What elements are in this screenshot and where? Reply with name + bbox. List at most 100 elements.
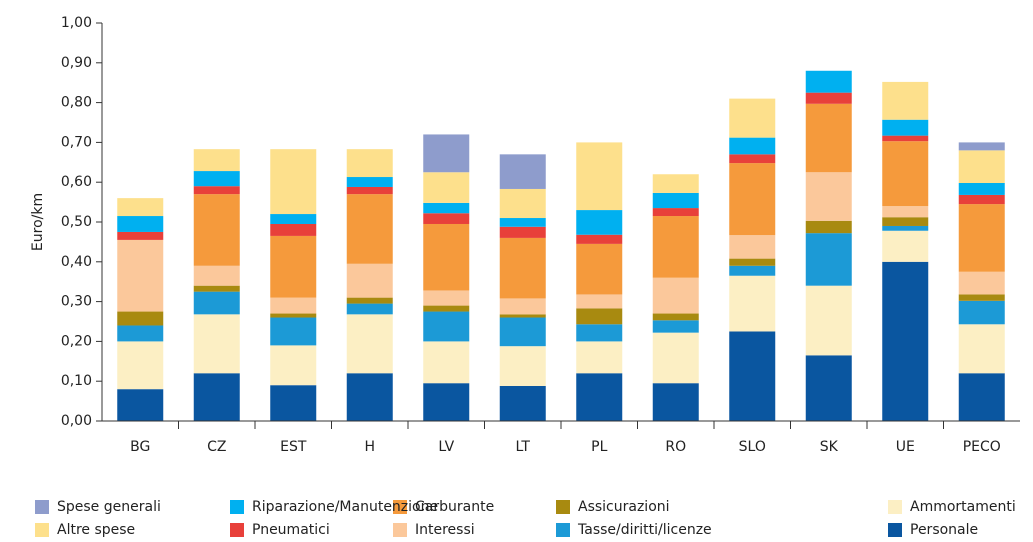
bar-segment [346,177,393,187]
legend-label: Pneumatici [252,522,330,538]
bar-segment [423,134,470,173]
x-tick-label: EST [280,439,307,455]
bar-segment [270,223,317,236]
bar-segment [882,225,929,231]
y-tick-label: 0,40 [61,254,92,270]
legend-label: Tasse/diritti/licenze [577,522,712,538]
bar-segment [958,271,1005,295]
bar-segment [958,142,1005,151]
bar-segment [499,188,546,219]
bar-segment [805,70,852,93]
bar-segment [805,285,852,356]
y-axis-label: Euro/km [30,193,46,251]
bar-segment [346,314,393,374]
y-tick-label: 0,80 [61,95,92,111]
bar-segment [958,204,1005,272]
bar-segment [423,290,470,306]
bar-segment [423,172,470,203]
x-tick-label: PECO [963,439,1001,455]
bar-segment [193,149,240,172]
bar-segment [499,218,546,227]
bar-segment [193,373,240,421]
bar-segment [423,383,470,421]
bar-segment [882,119,929,136]
x-tick-label: LT [516,439,531,455]
bar-segment [270,385,317,421]
y-tick-label: 0,30 [61,294,92,310]
bar-segment [346,373,393,421]
bar-segment [652,320,699,333]
bar-segment [576,324,623,342]
bar-segment [576,308,623,325]
bar-segment [958,300,1005,325]
bar-segment [576,210,623,235]
bar-segment [958,324,1005,374]
bar-segment [117,239,164,312]
bar-segment [882,261,929,421]
legend-swatch [393,523,407,537]
y-tick-label: 0,50 [61,214,92,230]
bar-segment [499,237,546,299]
bar-segment [576,341,623,374]
legend-label: Personale [910,522,978,538]
bar-segment [882,81,929,120]
bar-segment [652,208,699,217]
bar-segment [576,142,623,211]
bar-segment [499,385,546,421]
legend-label: Altre spese [57,522,135,538]
bar-segment [958,182,1005,195]
bar-segment [117,341,164,390]
legend-swatch [888,500,902,514]
bar-segment [499,346,546,386]
bar-segment [882,141,929,207]
bar-segment [346,297,393,304]
bar-segment [729,154,776,164]
bar-segment [882,230,929,262]
bar-segment [346,263,393,298]
legend-swatch [35,523,49,537]
legend-swatch [556,523,570,537]
bar-segment [193,265,240,286]
bar-segment [652,277,699,314]
bar-segment [805,103,852,173]
bar-segment [117,389,164,421]
y-tick-label: 0,90 [61,55,92,71]
x-tick-label: SK [820,439,839,455]
bar-segment [117,325,164,342]
bar-segment [346,149,393,178]
bar-segment [499,298,546,315]
bar-segment [729,275,776,332]
bar-segment [652,216,699,278]
bar-segment [117,198,164,217]
bar-segment [652,332,699,384]
bar-segment [576,373,623,421]
bar-segment [499,154,546,189]
bar-segment [576,234,623,244]
bar-segment [805,220,852,234]
x-tick-label: PL [591,439,607,455]
bar-segment [346,303,393,315]
bar-segment [958,373,1005,421]
bar-segment [193,314,240,374]
bar-segment [423,202,470,214]
bar-segment [652,383,699,421]
bar-segment [117,231,164,240]
bar-segment [729,163,776,236]
bar-segment [882,217,929,226]
x-tick-label: H [364,439,375,455]
bar-segment [652,174,699,193]
y-tick-label: 0,70 [61,134,92,150]
bar-segment [805,92,852,104]
bar-segment [193,194,240,266]
y-tick-label: 0,00 [61,413,92,429]
legend-swatch [556,500,570,514]
bar-segment [270,317,317,346]
y-tick-label: 0,60 [61,174,92,190]
bar-segment [958,150,1005,183]
legend-swatch [230,500,244,514]
bar-segment [117,216,164,232]
bar-segment [729,265,776,276]
bar-segment [729,258,776,266]
bar-segment [652,192,699,209]
legend-swatch [230,523,244,537]
